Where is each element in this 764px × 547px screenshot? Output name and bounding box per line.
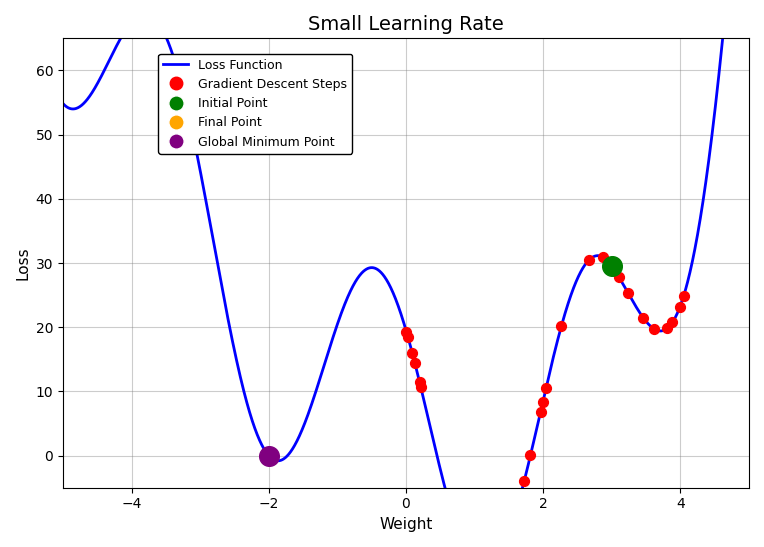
Point xyxy=(666,318,678,327)
Point xyxy=(540,383,552,392)
Point xyxy=(524,451,536,460)
Point xyxy=(502,533,514,542)
Point xyxy=(415,382,427,391)
Point xyxy=(613,272,625,281)
Legend: Loss Function, Gradient Descent Steps, Initial Point, Final Point, Global Minimu: Loss Function, Gradient Descent Steps, I… xyxy=(158,54,352,154)
Point xyxy=(536,398,549,406)
Point xyxy=(406,349,419,358)
Loss Function xyxy=(599,254,608,261)
Point xyxy=(606,261,618,270)
Point xyxy=(402,333,414,341)
Point xyxy=(583,255,595,264)
Point xyxy=(674,302,686,311)
Loss Function xyxy=(374,267,383,274)
Point xyxy=(637,313,649,322)
Point xyxy=(518,476,530,485)
Point xyxy=(648,324,660,333)
Y-axis label: Loss: Loss xyxy=(15,246,30,280)
Point xyxy=(413,378,426,387)
Loss Function xyxy=(392,298,401,305)
Loss Function xyxy=(93,79,102,86)
Point xyxy=(400,328,413,336)
Loss Function xyxy=(58,100,67,107)
Point xyxy=(409,358,421,367)
Line: Loss Function: Loss Function xyxy=(63,0,749,547)
Point xyxy=(678,292,690,301)
Point xyxy=(597,253,609,261)
Point xyxy=(622,289,634,298)
X-axis label: Weight: Weight xyxy=(379,517,432,532)
Title: Small Learning Rate: Small Learning Rate xyxy=(308,15,503,34)
Point xyxy=(535,407,547,416)
Point xyxy=(450,521,462,529)
Point xyxy=(263,451,275,460)
Point xyxy=(555,322,568,330)
Point xyxy=(662,324,674,333)
Point xyxy=(506,520,518,529)
